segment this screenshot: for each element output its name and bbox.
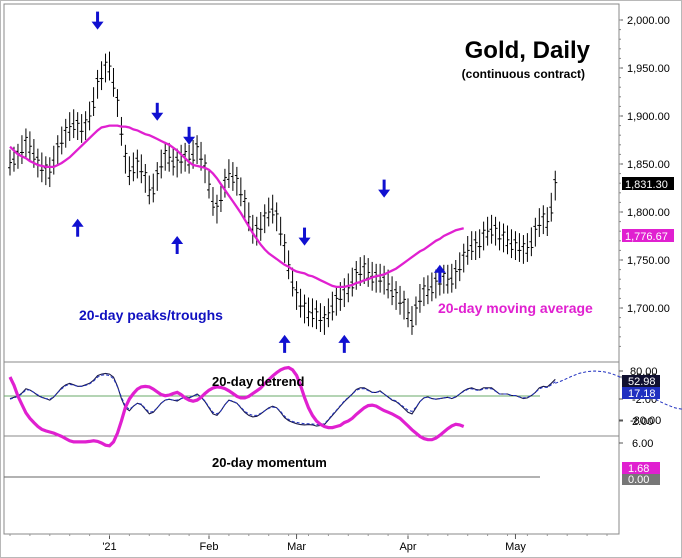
trough-arrow-head [433, 264, 446, 273]
chart-subtitle: (continuous contract) [462, 67, 585, 81]
trough-arrow-head [71, 218, 84, 227]
momentum-title: 20-day momentum [212, 455, 327, 470]
detrend-tick-label: -80.00 [630, 415, 661, 427]
detrend-line [9, 372, 556, 427]
momentum-line [8, 365, 465, 448]
peak-arrow-head [378, 189, 391, 198]
peak-arrow-head [151, 112, 164, 121]
detrend-title: 20-day detrend [212, 374, 305, 389]
price-tick-label: 1,700.00 [627, 303, 670, 315]
last-price-label: 1,831.30 [625, 179, 668, 191]
last-price-tag [622, 177, 674, 190]
moving-average-label: 20-day moving average [438, 300, 593, 316]
trough-arrow-head [278, 334, 291, 343]
momentum-tick-label: 2.00 [632, 416, 653, 428]
x-tick-label: May [505, 541, 526, 553]
momentum-value-label-2: 0.00 [628, 474, 649, 486]
price-tick-label: 1,750.00 [627, 255, 670, 267]
peaks-troughs-label: 20-day peaks/troughs [79, 307, 223, 323]
price-tick-label: 1,950.00 [627, 63, 670, 75]
price-tick-label: 2,000.00 [627, 15, 670, 27]
momentum-tick-label: 6.00 [632, 438, 653, 450]
price-tick-label: 1,800.00 [627, 207, 670, 219]
peak-arrow-head [298, 237, 311, 246]
trough-arrow-head [338, 334, 351, 343]
momentum-value-tag-1 [622, 462, 660, 474]
detrend-value-label-1: 52.98 [628, 376, 656, 388]
peak-trough-arrows [71, 11, 446, 353]
trough-arrow-head [171, 236, 184, 244]
x-tick-label: Apr [399, 541, 416, 553]
detrend-value-tag-2 [622, 387, 660, 399]
price-y-axis: 2,000.00 1,950.00 1,900.00 1,850.00 1,800.00… [619, 15, 670, 347]
price-bars [8, 51, 558, 335]
x-tick-label: Feb [200, 541, 219, 553]
price-tick-label: 1,850.00 [627, 159, 670, 171]
x-axis: '21 Feb Mar Apr May [9, 534, 608, 553]
plot-frame [3, 3, 620, 535]
peak-arrow-head [183, 136, 196, 145]
detrend-value-label-2: 17.18 [628, 388, 656, 400]
price-tick-label: 1,900.00 [627, 111, 670, 123]
moving-average-line [9, 124, 464, 289]
momentum-value-tag-2 [622, 474, 660, 485]
peak-arrow-head [91, 21, 104, 30]
momentum-value-label-1: 1.68 [628, 463, 649, 475]
ma-value-label: 1,776.67 [625, 231, 668, 243]
chart-title: Gold, Daily [465, 37, 591, 64]
ma-value-tag [622, 229, 674, 242]
x-tick-label: Mar [287, 541, 306, 553]
detrend-value-tag-1 [622, 375, 660, 387]
x-tick-label: '21 [102, 541, 116, 553]
